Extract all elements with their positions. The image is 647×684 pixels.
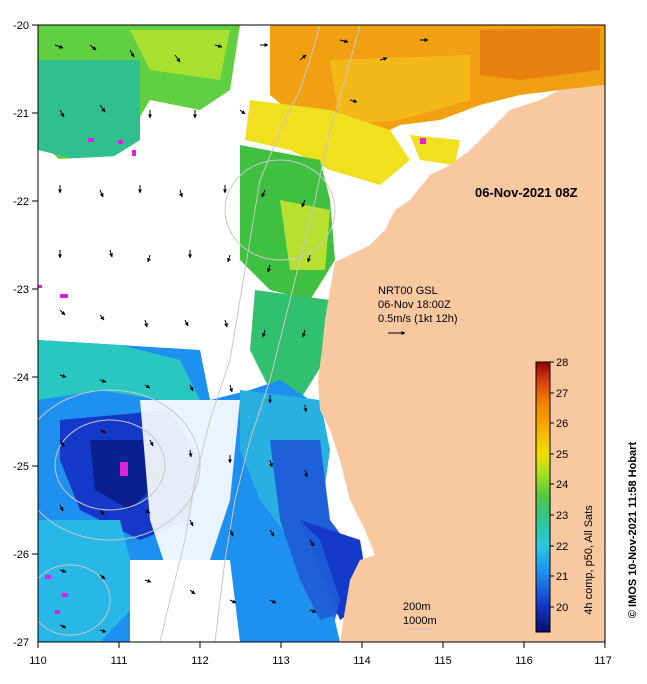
date-label: 06-Nov-2021 08Z	[475, 185, 578, 200]
y-tick: -22	[13, 196, 29, 208]
current-info: NRT00 GSL 06-Nov 18:00Z 0.5m/s (1kt 12h)	[378, 285, 457, 335]
credit-label: © IMOS 10-Nov-2021 11:58 Hobart	[627, 442, 639, 619]
colorbar-tick: 22	[556, 541, 568, 553]
colorbar: 28 27 26 25 24 23 22 21 20 4h comp, p50,…	[535, 357, 595, 633]
bay-inlet	[295, 520, 340, 620]
x-tick: 110	[29, 655, 47, 667]
current-scale-label: 0.5m/s (1kt 12h)	[378, 313, 457, 325]
colorbar-tick: 27	[556, 388, 568, 400]
current-model-label: NRT00 GSL	[378, 285, 438, 297]
colorbar-tick: 28	[556, 357, 568, 369]
x-tick: 113	[272, 655, 290, 667]
y-tick: -26	[13, 549, 29, 561]
x-tick: 115	[434, 655, 452, 667]
colorbar-tick: 23	[556, 510, 568, 522]
colorbar-tick: 24	[556, 479, 568, 491]
land-mass	[318, 85, 605, 642]
colorbar-tick: 26	[556, 418, 568, 430]
plot-frame	[37, 24, 606, 643]
current-time-label: 06-Nov 18:00Z	[378, 299, 451, 311]
bathymetry-legend: 200m 1000m	[403, 601, 437, 630]
y-tick: -21	[13, 108, 29, 120]
y-tick: -25	[13, 461, 29, 473]
bathymetry-contours	[38, 25, 361, 642]
y-tick: -24	[13, 372, 29, 384]
x-tick: 111	[111, 655, 128, 667]
x-tick: 112	[191, 655, 209, 667]
colorbar-tick: 20	[556, 602, 568, 614]
bathy-1000m-label: 1000m	[403, 615, 437, 627]
current-vectors	[54, 38, 429, 633]
x-axis-labels: 110 111 112 113 114 115 116 117	[29, 655, 612, 667]
y-tick: -20	[13, 20, 29, 32]
colorbar-label: 4h comp, p50, All Sats	[583, 505, 595, 615]
tick-marks	[32, 24, 606, 648]
bathy-200m-label: 200m	[403, 601, 431, 613]
y-tick: -23	[13, 284, 29, 296]
colorbar-tick: 25	[556, 449, 568, 461]
flag-markers	[38, 138, 426, 614]
x-tick: 117	[594, 655, 612, 667]
colorbar-ramp	[535, 361, 551, 633]
y-tick: -27	[13, 637, 29, 649]
y-axis-labels: -20 -21 -22 -23 -24 -25 -26 -27	[13, 20, 29, 649]
x-tick: 116	[515, 655, 533, 667]
x-tick: 114	[353, 655, 371, 667]
sst-field	[38, 25, 605, 642]
colorbar-tick: 21	[556, 571, 568, 583]
